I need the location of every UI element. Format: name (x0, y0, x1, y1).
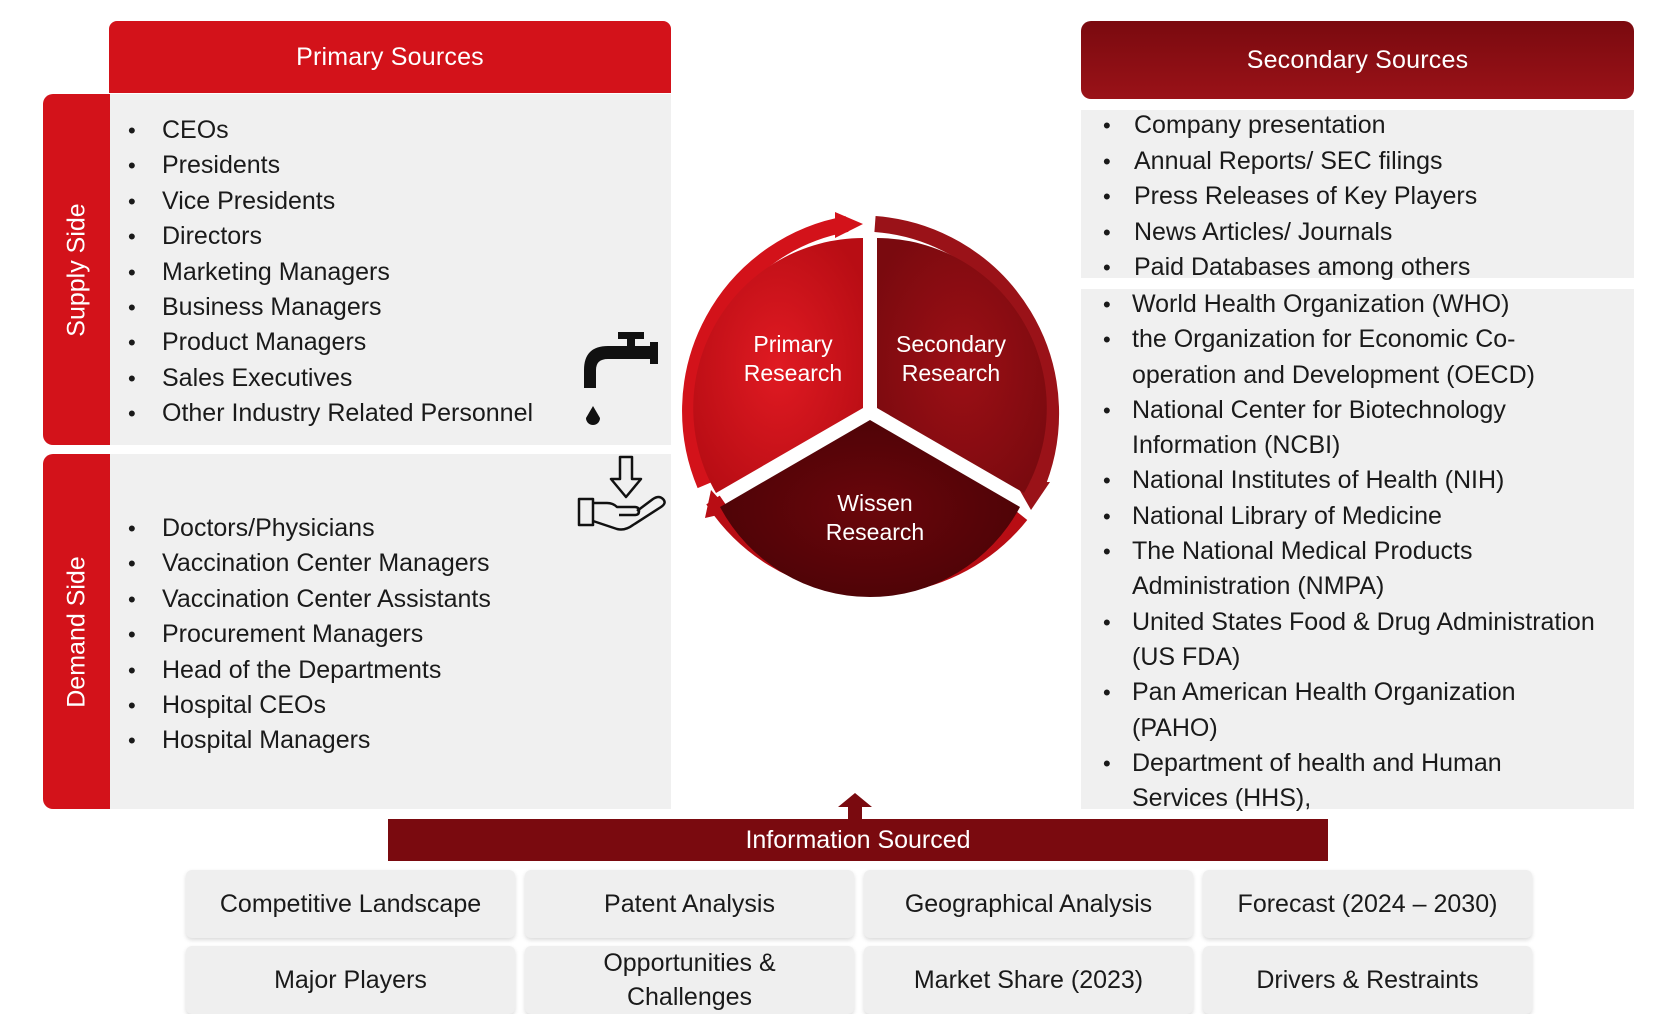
list-item: Head of the Departments (128, 653, 491, 689)
list-item: Sales Executives (128, 361, 533, 397)
info-tile: Major Players (186, 946, 515, 1014)
tap-icon (578, 330, 660, 435)
up-arrow-icon (838, 793, 872, 826)
list-item: the Organization for Economic Co-operati… (1103, 322, 1602, 393)
list-item: News Articles/ Journals (1103, 215, 1477, 251)
list-item: Product Managers (128, 325, 533, 361)
information-sourced-header: Information Sourced (388, 819, 1328, 861)
info-tile: Competitive Landscape (186, 870, 515, 938)
info-tile: Drivers & Restraints (1203, 946, 1532, 1014)
list-item: World Health Organization (WHO) (1103, 287, 1602, 323)
list-item: Paid Databases among others (1103, 250, 1477, 286)
primary-sources-header: Primary Sources (109, 21, 671, 93)
list-item: Marketing Managers (128, 255, 533, 291)
research-cycle-diagram (675, 210, 1065, 615)
secondary-sources-list-1: Company presentation Annual Reports/ SEC… (1103, 108, 1477, 286)
demand-side-list: Doctors/Physicians Vaccination Center Ma… (128, 511, 491, 759)
list-item: Presidents (128, 148, 533, 184)
primary-research-label: Primary Research (743, 331, 843, 386)
list-item: Procurement Managers (128, 617, 491, 653)
list-item: Press Releases of Key Players (1103, 179, 1477, 215)
list-item: Hospital CEOs (128, 688, 491, 724)
list-item: Business Managers (128, 290, 533, 326)
list-item: National Institutes of Health (NIH) (1103, 463, 1602, 499)
list-item: National Library of Medicine (1103, 499, 1602, 535)
list-item: United States Food & Drug Administration… (1103, 605, 1602, 676)
secondary-research-label: Secondary Research (896, 331, 1006, 386)
secondary-sources-list-2: World Health Organization (WHO) the Orga… (1103, 287, 1602, 816)
demand-side-label: Demand Side (62, 555, 90, 708)
list-item: CEOs (128, 113, 533, 149)
list-item: Vaccination Center Managers (128, 546, 491, 582)
list-item: Company presentation (1103, 108, 1477, 144)
hand-receive-icon (577, 455, 669, 542)
demand-side-tab: Demand Side (43, 454, 110, 809)
supply-side-tab: Supply Side (43, 94, 110, 445)
info-tile: Opportunities & Challenges (525, 946, 854, 1014)
list-item: Annual Reports/ SEC filings (1103, 144, 1477, 180)
list-item: Pan American Health Organization (PAHO) (1103, 675, 1602, 746)
list-item: Other Industry Related Personnel (128, 396, 533, 432)
list-item: The National Medical Products Administra… (1103, 534, 1602, 605)
info-tile: Forecast (2024 – 2030) (1203, 870, 1532, 938)
wissen-research-label: Wissen Research (825, 490, 925, 545)
supply-side-label: Supply Side (62, 202, 90, 337)
list-item: National Center for Biotechnology Inform… (1103, 393, 1602, 464)
list-item: Hospital Managers (128, 723, 491, 759)
list-item: Department of health and Human Services … (1103, 746, 1602, 817)
supply-side-list: CEOs Presidents Vice Presidents Director… (128, 113, 533, 432)
secondary-sources-header: Secondary Sources (1081, 21, 1634, 99)
list-item: Vice Presidents (128, 184, 533, 220)
list-item: Directors (128, 219, 533, 255)
list-item: Doctors/Physicians (128, 511, 491, 547)
info-tile: Patent Analysis (525, 870, 854, 938)
info-tile: Market Share (2023) (864, 946, 1193, 1014)
list-item: Vaccination Center Assistants (128, 582, 491, 618)
info-tile: Geographical Analysis (864, 870, 1193, 938)
